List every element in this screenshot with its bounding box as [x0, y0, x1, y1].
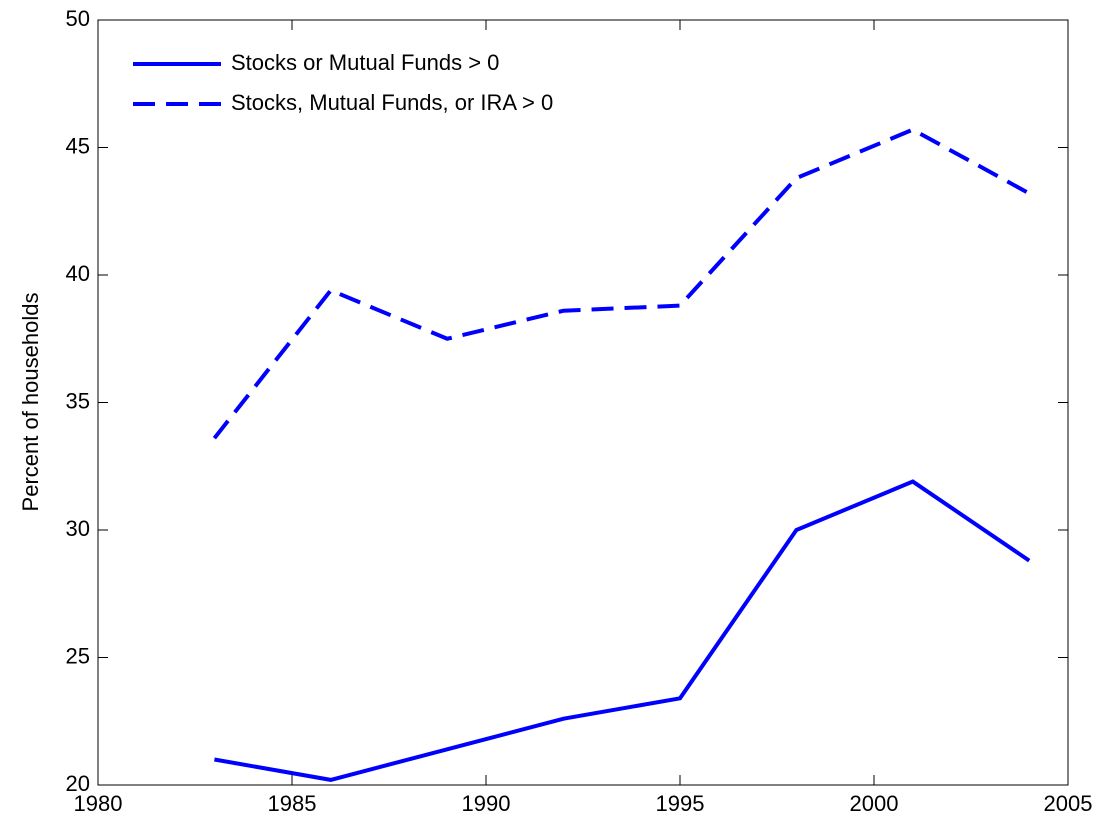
y-tick-label: 50 [66, 6, 90, 31]
x-tick-label: 1980 [74, 791, 123, 816]
data-line [212, 127, 1031, 440]
legend-label: Stocks or Mutual Funds > 0 [231, 50, 499, 75]
x-tick-label: 2005 [1044, 791, 1093, 816]
legend-label: Stocks, Mutual Funds, or IRA > 0 [231, 90, 553, 115]
x-tick-label: 1995 [656, 791, 705, 816]
x-tick-label: 1990 [462, 791, 511, 816]
y-tick-label: 40 [66, 261, 90, 286]
y-tick-label: 30 [66, 516, 90, 541]
y-tick-label: 45 [66, 133, 90, 158]
y-axis-label: Percent of households [18, 293, 43, 512]
data-line [214, 479, 1031, 782]
y-tick-label: 20 [66, 771, 90, 796]
y-tick-label: 25 [66, 643, 90, 668]
y-tick-label: 35 [66, 388, 90, 413]
x-tick-label: 2000 [850, 791, 899, 816]
x-tick-label: 1985 [268, 791, 317, 816]
